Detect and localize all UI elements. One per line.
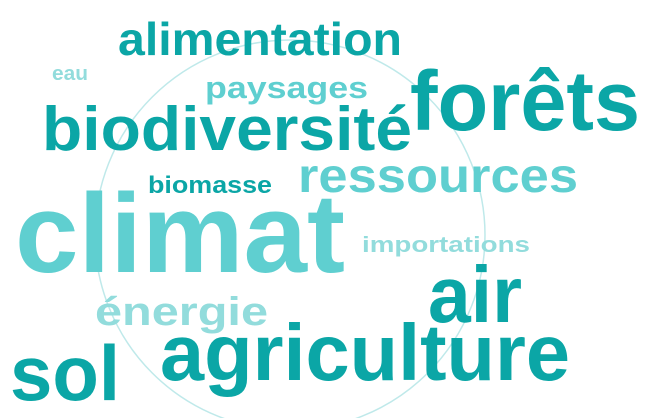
word: paysages	[205, 70, 368, 105]
word: agriculture	[160, 308, 570, 397]
word: ressources	[298, 150, 578, 203]
word: biodiversité	[42, 95, 412, 164]
word: forêts	[410, 54, 640, 148]
word: air	[428, 250, 522, 339]
word: importations	[362, 232, 530, 257]
word: énergie	[95, 290, 268, 334]
word: climat	[15, 171, 345, 296]
word: eau	[52, 63, 88, 85]
word: sol	[10, 329, 120, 417]
background-circle	[94, 39, 486, 418]
word: alimentation	[118, 13, 402, 65]
word: biomasse	[148, 172, 272, 199]
